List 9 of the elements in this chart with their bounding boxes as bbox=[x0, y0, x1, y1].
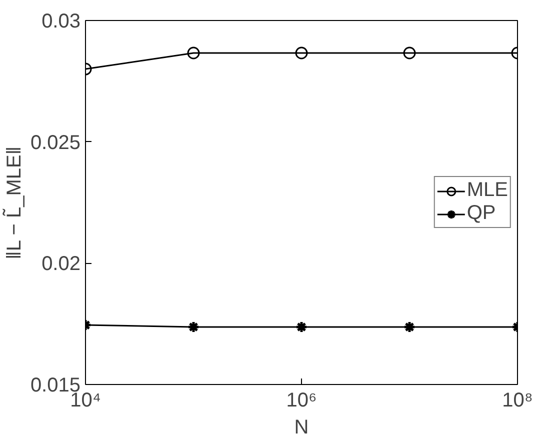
legend-label: QP bbox=[466, 202, 496, 225]
y-tick-label: 0.025 bbox=[30, 132, 81, 154]
y-tick-label: 0.03 bbox=[42, 10, 81, 32]
legend-label: MLE bbox=[466, 179, 508, 202]
y-tick-label: 0.02 bbox=[42, 253, 81, 276]
x-tick-label: 10⁸ bbox=[502, 390, 533, 412]
x-tick-label: 10⁶ bbox=[286, 390, 317, 412]
y-axis-title: ‖L − L̃_MLE‖ bbox=[2, 146, 26, 260]
x-axis-title: N bbox=[294, 416, 309, 438]
